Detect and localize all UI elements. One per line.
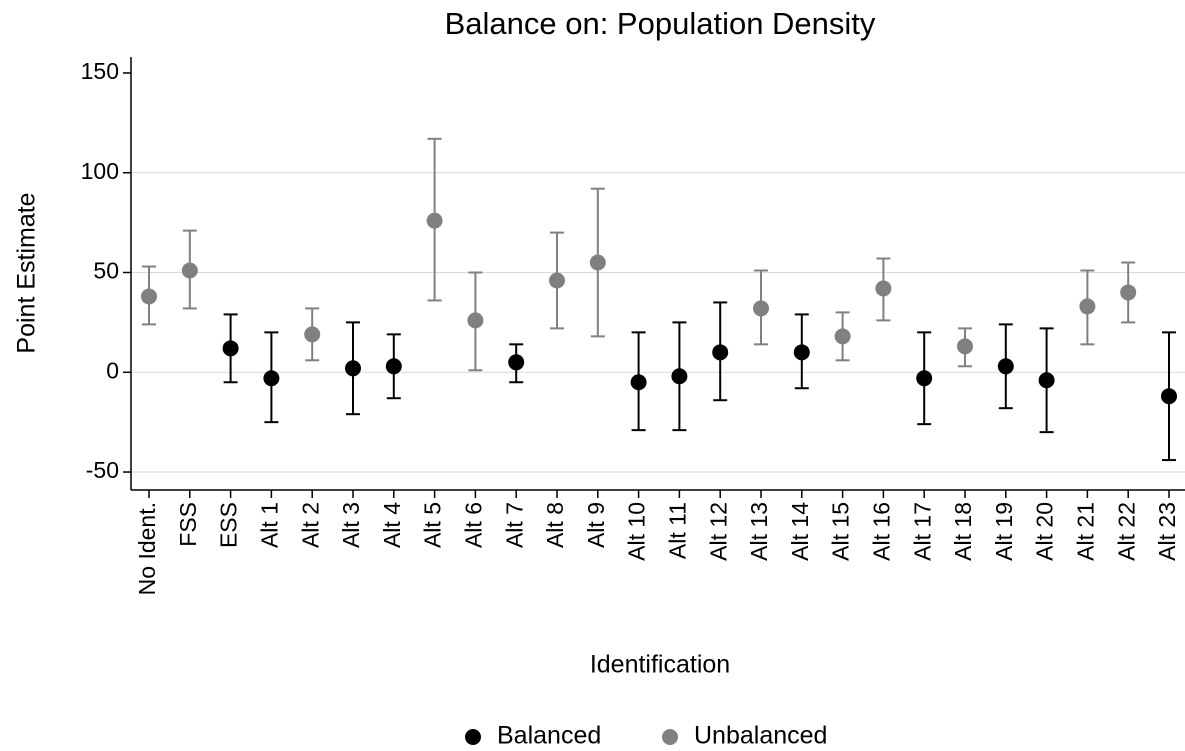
x-tick-label: Alt 8 — [542, 502, 568, 548]
y-axis-title: Point Estimate — [13, 192, 41, 353]
x-tick-label: Alt 20 — [1032, 502, 1058, 561]
point — [304, 326, 321, 343]
x-tick-label: Alt 21 — [1072, 502, 1098, 561]
x-tick-label: Alt 12 — [705, 502, 731, 561]
y-tick-label: 100 — [81, 158, 119, 184]
x-tick-label: Alt 19 — [991, 502, 1017, 561]
x-tick-label: Alt 22 — [1113, 502, 1139, 561]
x-axis-title: Identification — [590, 651, 730, 679]
point — [508, 354, 525, 371]
legend-label: Balanced — [497, 722, 601, 750]
x-tick-label: Alt 4 — [379, 502, 405, 548]
x-tick-label: Alt 14 — [787, 502, 813, 561]
point — [957, 338, 973, 355]
x-tick-label: Alt 1 — [256, 502, 282, 548]
x-tick-label: Alt 16 — [868, 502, 894, 561]
x-tick-label: Alt 5 — [420, 502, 446, 548]
point — [753, 300, 769, 317]
point — [141, 288, 157, 305]
point — [630, 374, 647, 391]
x-tick-label: Alt 6 — [460, 502, 486, 548]
y-tick-label: 50 — [93, 258, 119, 284]
x-tick-label: Alt 2 — [297, 502, 323, 548]
point — [671, 368, 688, 385]
point — [875, 280, 892, 297]
x-tick-label: Alt 17 — [909, 502, 935, 561]
point — [549, 272, 565, 289]
x-tick-label: Alt 18 — [950, 502, 976, 561]
x-tick-label: No Ident. — [134, 502, 160, 595]
x-tick-label: Alt 3 — [338, 502, 364, 548]
point — [916, 370, 933, 387]
legend-marker — [465, 729, 481, 745]
point — [345, 360, 361, 377]
legend-marker — [662, 729, 678, 745]
x-tick-label: Alt 23 — [1154, 502, 1180, 561]
point — [793, 344, 810, 361]
point — [1161, 388, 1177, 405]
chart-title: Balance on: Population Density — [445, 6, 876, 41]
point — [222, 340, 239, 357]
x-tick-label: Alt 13 — [746, 502, 772, 561]
point — [263, 370, 280, 387]
x-tick-label: Alt 11 — [664, 502, 690, 559]
x-tick-label: Alt 7 — [501, 502, 527, 548]
x-tick-label: FSS — [175, 502, 201, 547]
x-tick-label: ESS — [216, 502, 242, 548]
legend-label: Unbalanced — [694, 722, 827, 750]
x-tick-label: Alt 15 — [828, 502, 854, 561]
y-tick-label: 150 — [81, 58, 119, 84]
point — [1079, 298, 1096, 315]
y-tick-label: 0 — [106, 357, 119, 383]
point — [181, 262, 198, 279]
y-tick-label: -50 — [86, 457, 119, 483]
x-tick-label: Alt 9 — [583, 502, 609, 548]
x-tick-label: Alt 10 — [624, 502, 650, 561]
point — [385, 358, 402, 375]
point — [712, 344, 729, 361]
point — [589, 254, 606, 271]
point — [997, 358, 1014, 375]
point — [1120, 284, 1137, 301]
point — [1038, 372, 1055, 389]
point — [467, 312, 484, 329]
point — [426, 212, 443, 229]
point — [834, 328, 851, 345]
